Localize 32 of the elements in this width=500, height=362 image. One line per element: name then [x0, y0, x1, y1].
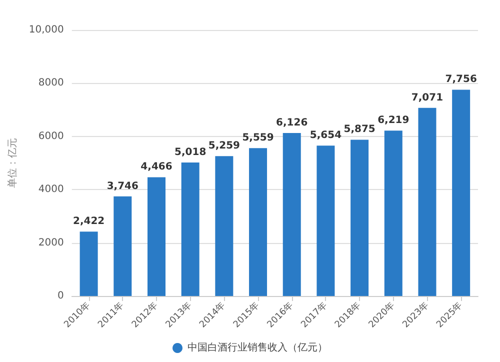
bar [384, 130, 402, 296]
bar [147, 177, 166, 296]
bar [316, 146, 335, 296]
bar [80, 232, 98, 296]
data-label: 7,071 [411, 92, 444, 104]
bar [181, 162, 200, 296]
legend-label: 中国白酒行业销售收入（亿元） [188, 342, 328, 354]
bar [418, 108, 436, 296]
y-axis-title: 单位：亿元 [6, 138, 18, 188]
data-label: 5,018 [174, 147, 206, 158]
data-label: 6,126 [276, 118, 308, 129]
y-tick-label: 2000 [38, 237, 64, 248]
data-label: 2,422 [72, 216, 105, 228]
y-tick-label: 8000 [38, 78, 64, 89]
data-label: 6,219 [378, 115, 410, 126]
y-tick-label: 6000 [38, 130, 64, 142]
y-tick-label: 0 [58, 290, 64, 302]
bar [215, 156, 234, 296]
bar [114, 196, 132, 296]
data-label: 3,746 [106, 180, 139, 192]
data-label: 5,259 [208, 140, 240, 152]
data-label: 5,654 [310, 130, 342, 142]
bar [249, 148, 268, 296]
bar [350, 140, 369, 296]
bar [282, 133, 301, 296]
data-label: 4,466 [140, 162, 172, 173]
y-tick-label: 4000 [38, 184, 64, 196]
data-label: 5,875 [344, 124, 376, 136]
bar [452, 90, 470, 296]
data-label: 5,559 [242, 132, 274, 144]
data-label: 7,756 [445, 74, 477, 86]
y-tick-label: 10,000 [28, 24, 64, 36]
